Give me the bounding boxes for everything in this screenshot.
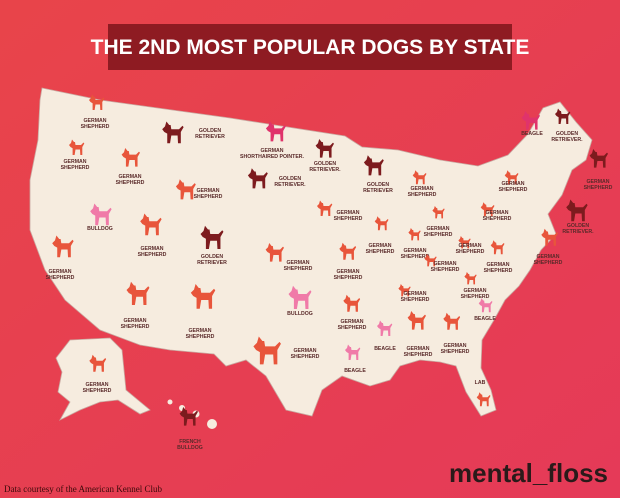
- state-label: GERMAN: [83, 118, 106, 124]
- state-label: GOLDEN: [367, 182, 389, 188]
- state-label: SHORTHAIRED POINTER.: [240, 154, 305, 160]
- hawaii: [167, 399, 217, 429]
- title-box: [108, 24, 512, 70]
- state-label: SHEPHERD: [499, 187, 528, 193]
- state-label: GERMAN: [501, 181, 524, 187]
- state-label: SHEPHERD: [584, 185, 613, 191]
- state-label: GERMAN: [293, 348, 316, 354]
- brand: mental_floss: [449, 458, 608, 488]
- state-label: SHEPHERD: [81, 124, 110, 130]
- state-label: SHEPHERD: [138, 252, 167, 258]
- state-label: BEAGLE: [344, 368, 366, 374]
- state-label: GERMAN: [443, 343, 466, 349]
- state-label: BEAGLE: [374, 346, 396, 352]
- state-label: SHEPHERD: [366, 249, 395, 255]
- state-label: SHEPHERD: [46, 275, 75, 281]
- state-label: SHEPHERD: [334, 216, 363, 222]
- state-label: GERMAN: [196, 188, 219, 194]
- state-label: GERMAN: [403, 291, 426, 297]
- state-label: GERMAN: [140, 246, 163, 252]
- state-label: GERMAN: [48, 269, 71, 275]
- state-label: SHEPHERD: [83, 388, 112, 394]
- title: THE 2ND MOST POPULAR DOGS BY STATE: [91, 36, 530, 59]
- state-label: SHEPHERD: [534, 260, 563, 266]
- state-label: SHEPHERD: [456, 249, 485, 255]
- state-label: GERMAN: [586, 179, 609, 185]
- state-label: GERMAN: [260, 148, 283, 154]
- state-label: BEAGLE: [474, 316, 496, 322]
- state-label: RETRIEVER: [363, 188, 393, 194]
- state-label: GERMAN: [340, 319, 363, 325]
- state-label: SHEPHERD: [284, 266, 313, 272]
- state-label: SHEPHERD: [461, 294, 490, 300]
- state-label: GERMAN: [118, 174, 141, 180]
- state-label: GERMAN: [336, 210, 359, 216]
- state-label: GERMAN: [368, 243, 391, 249]
- state-label: SHEPHERD: [401, 297, 430, 303]
- state-label: BULLDOG: [177, 445, 203, 451]
- state-label: RETRIEVER: [197, 260, 227, 266]
- state-label: FRENCH: [179, 439, 201, 445]
- alaska: [55, 337, 151, 421]
- state-label: SHEPHERD: [401, 254, 430, 260]
- state-labels: GERMANSHEPHERDGERMANSHEPHERDGERMANSHEPHE…: [46, 94, 613, 451]
- state-label: GERMAN: [406, 346, 429, 352]
- state-label: SHEPHERD: [116, 180, 145, 186]
- state-label: GERMAN: [426, 226, 449, 232]
- state-label: GERMAN: [336, 269, 359, 275]
- state-label: GERMAN: [286, 260, 309, 266]
- state-label: SHEPHERD: [431, 267, 460, 273]
- state-label: SHEPHERD: [334, 275, 363, 281]
- state-label: GERMAN: [403, 248, 426, 254]
- state-label: GOLDEN: [279, 176, 301, 182]
- state-label: GERMAN: [410, 186, 433, 192]
- state-label: SHEPHERD: [186, 334, 215, 340]
- state-label: GERMAN: [536, 254, 559, 260]
- state-label: GERMAN: [123, 318, 146, 324]
- us-mainland: [29, 87, 593, 417]
- state-label: SHEPHERD: [424, 232, 453, 238]
- credit: Data courtesy of the American Kennel Clu…: [4, 484, 162, 494]
- state-label: GERMAN: [188, 328, 211, 334]
- state-label: RETRIEVER.: [562, 229, 594, 235]
- state-label: SHEPHERD: [194, 194, 223, 200]
- state-label: GERMAN: [463, 288, 486, 294]
- state-label: RETRIEVER: [195, 134, 225, 140]
- state-label: BULLDOG: [287, 311, 313, 317]
- state-label: SHEPHERD: [483, 216, 512, 222]
- state-label: GOLDEN: [556, 131, 578, 137]
- state-label: GERMAN: [433, 261, 456, 267]
- state-label: GERMAN: [485, 210, 508, 216]
- state-label: GOLDEN: [201, 254, 223, 260]
- state-label: RETRIEVER.: [309, 167, 341, 173]
- state-label: RETRIEVER.: [551, 137, 583, 143]
- state-label: LAB: [475, 380, 486, 386]
- state-label: GERMAN: [63, 159, 86, 165]
- state-label: GOLDEN: [567, 223, 589, 229]
- state-label: GERMAN: [85, 382, 108, 388]
- state-label: SHEPHERD: [338, 325, 367, 331]
- state-label: SHEPHERD: [404, 352, 433, 358]
- state-label: SHEPHERD: [484, 268, 513, 274]
- state-label: GERMAN: [486, 262, 509, 268]
- state-label: SHEPHERD: [291, 354, 320, 360]
- state-label: BEAGLE: [521, 131, 543, 137]
- state-label: GERMAN: [458, 243, 481, 249]
- state-label: SHEPHERD: [61, 165, 90, 171]
- state-label: BULLDOG: [87, 226, 113, 232]
- state-label: SHEPHERD: [408, 192, 437, 198]
- state-label: GOLDEN: [199, 128, 221, 134]
- state-label: SHEPHERD: [441, 349, 470, 355]
- state-label: RETRIEVER.: [274, 182, 306, 188]
- state-label: SHEPHERD: [121, 324, 150, 330]
- state-label: GOLDEN: [314, 161, 336, 167]
